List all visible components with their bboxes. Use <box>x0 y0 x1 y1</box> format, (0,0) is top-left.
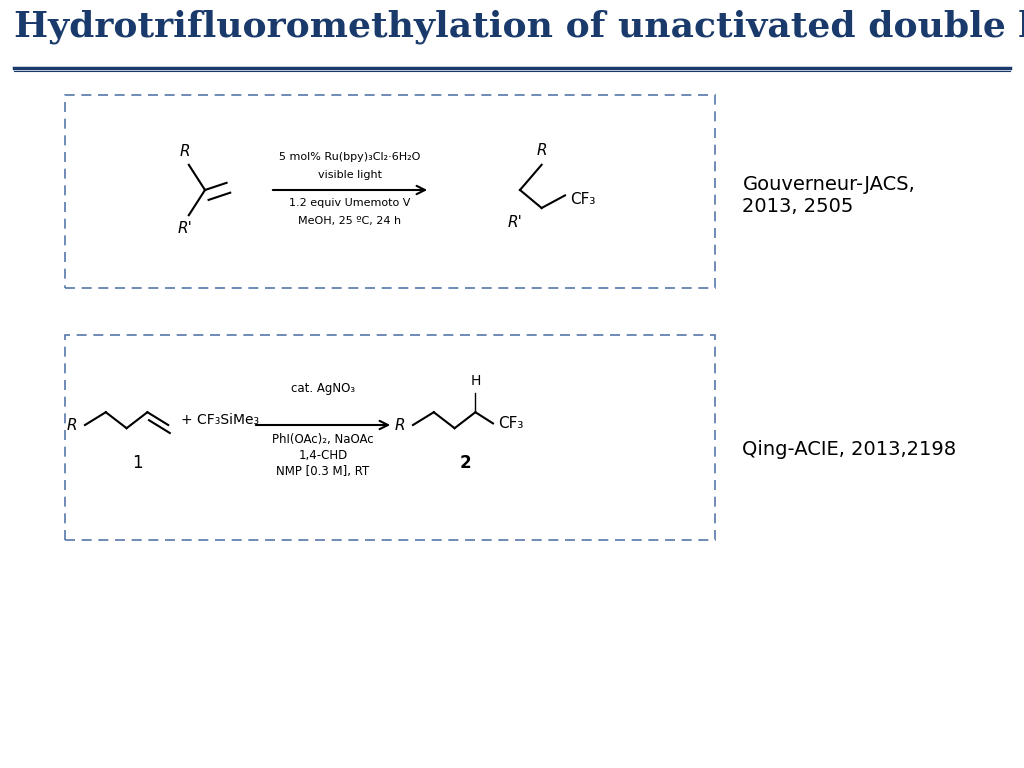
Text: MeOH, 25 ºC, 24 h: MeOH, 25 ºC, 24 h <box>298 216 401 226</box>
Text: cat. AgNO₃: cat. AgNO₃ <box>291 382 355 395</box>
Text: 1,4-CHD: 1,4-CHD <box>298 449 347 462</box>
Text: 5 mol% Ru(bpy)₃Cl₂·6H₂O: 5 mol% Ru(bpy)₃Cl₂·6H₂O <box>280 152 421 162</box>
Text: CF₃: CF₃ <box>498 416 523 431</box>
Text: H: H <box>470 374 480 388</box>
Text: R: R <box>67 418 77 432</box>
Text: R': R' <box>507 215 522 230</box>
Text: + CF₃SiMe₃: + CF₃SiMe₃ <box>181 413 259 427</box>
Text: R: R <box>394 418 406 432</box>
Text: 1: 1 <box>132 454 142 472</box>
Text: Gouverneur-JACS,
2013, 2505: Gouverneur-JACS, 2013, 2505 <box>742 175 915 217</box>
Bar <box>65 335 715 540</box>
Text: R': R' <box>178 220 193 236</box>
Text: R: R <box>537 143 547 157</box>
Text: 1.2 equiv Umemoto V: 1.2 equiv Umemoto V <box>290 198 411 208</box>
Text: Hydrotrifluoromethylation of unactivated double bonds: Hydrotrifluoromethylation of unactivated… <box>14 10 1024 45</box>
Bar <box>65 95 715 288</box>
Text: PhI(OAc)₂, NaOAc: PhI(OAc)₂, NaOAc <box>272 433 374 446</box>
Text: NMP [0.3 M], RT: NMP [0.3 M], RT <box>276 465 370 478</box>
Text: Qing-ACIE, 2013,2198: Qing-ACIE, 2013,2198 <box>742 440 956 458</box>
Text: 2: 2 <box>459 454 471 472</box>
Text: CF₃: CF₃ <box>570 191 596 207</box>
Text: R: R <box>180 144 190 160</box>
Text: visible light: visible light <box>318 170 382 180</box>
